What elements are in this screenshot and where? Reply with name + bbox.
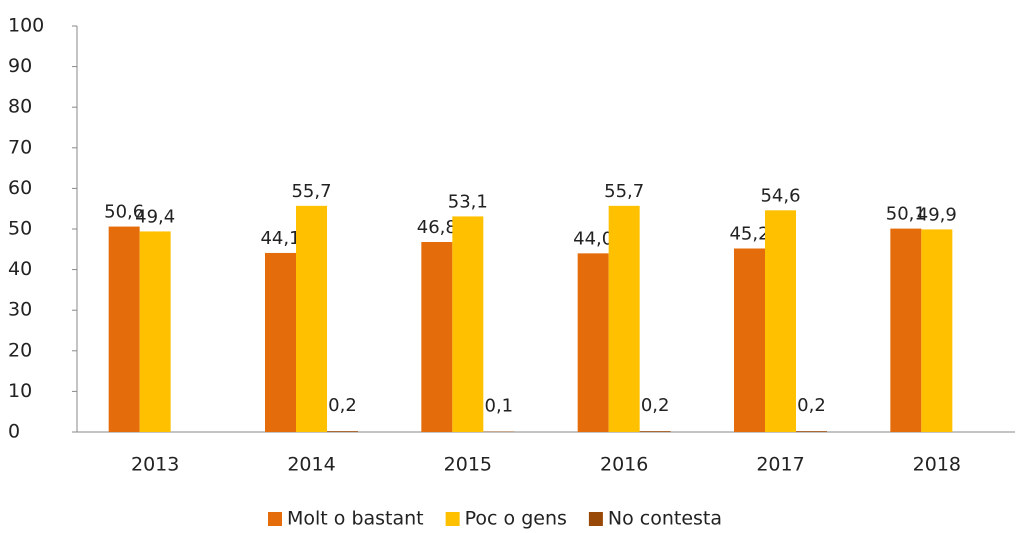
legend-label: Molt o bastant bbox=[287, 508, 424, 530]
y-tick-label: 20 bbox=[8, 339, 32, 361]
data-label: 49,9 bbox=[917, 204, 957, 225]
data-label: 55,7 bbox=[604, 181, 644, 202]
bar bbox=[108, 226, 140, 432]
y-tick-label: 70 bbox=[8, 136, 32, 158]
y-tick-label: 80 bbox=[8, 96, 32, 118]
bar bbox=[577, 253, 609, 432]
legend-swatch bbox=[268, 512, 282, 526]
data-label: 45,2 bbox=[729, 223, 769, 244]
y-tick-label: 100 bbox=[8, 15, 44, 37]
data-label: 0,2 bbox=[641, 395, 670, 416]
x-tick-label: 2016 bbox=[600, 454, 648, 476]
x-tick-label: 2014 bbox=[287, 454, 335, 476]
y-tick-label: 30 bbox=[8, 299, 32, 321]
bar bbox=[265, 252, 296, 432]
bar bbox=[796, 431, 827, 432]
legend-label: Poc o gens bbox=[465, 508, 567, 530]
data-label: 53,1 bbox=[448, 191, 488, 212]
x-tick-label: 2015 bbox=[444, 454, 492, 476]
x-tick-label: 2017 bbox=[756, 454, 804, 476]
data-label: 50,1 bbox=[886, 204, 926, 225]
data-label: 49,4 bbox=[135, 206, 175, 227]
bar bbox=[765, 210, 796, 432]
y-tick-label: 10 bbox=[8, 380, 32, 402]
y-tick-label: 40 bbox=[8, 258, 32, 280]
bar bbox=[296, 205, 327, 432]
data-label: 46,8 bbox=[417, 217, 457, 238]
data-label: 55,7 bbox=[291, 181, 331, 202]
bar bbox=[921, 229, 953, 432]
x-tick-label: 2013 bbox=[131, 454, 179, 476]
y-tick-label: 0 bbox=[8, 421, 20, 443]
bar bbox=[639, 431, 671, 432]
legend-swatch bbox=[445, 512, 460, 526]
data-label: 0,2 bbox=[797, 395, 826, 416]
data-label: 0,2 bbox=[328, 395, 357, 416]
bar bbox=[890, 228, 922, 432]
data-label: 54,6 bbox=[760, 185, 800, 206]
data-label: 0,1 bbox=[485, 396, 514, 417]
bar bbox=[452, 216, 484, 432]
legend-swatch bbox=[588, 512, 603, 526]
x-tick-label: 2018 bbox=[913, 454, 961, 476]
bar bbox=[421, 241, 453, 432]
y-tick-label: 90 bbox=[8, 55, 32, 77]
legend-label: No contesta bbox=[608, 508, 722, 530]
y-tick-label: 50 bbox=[8, 218, 32, 240]
bar bbox=[734, 248, 765, 432]
y-tick-label: 60 bbox=[8, 177, 32, 199]
data-label: 50,6 bbox=[104, 202, 144, 223]
data-label: 44,1 bbox=[260, 228, 300, 249]
data-label: 44,0 bbox=[573, 228, 613, 249]
bar bbox=[608, 205, 640, 432]
bar bbox=[139, 231, 171, 432]
bar bbox=[327, 431, 358, 432]
